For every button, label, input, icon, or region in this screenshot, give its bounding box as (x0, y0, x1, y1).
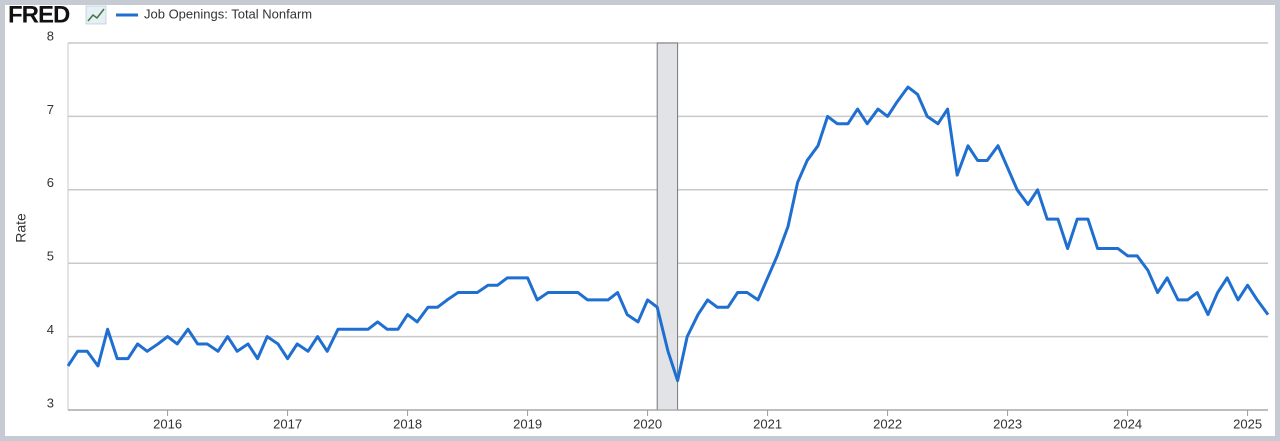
y-tick-label: 3 (47, 395, 54, 410)
x-tick-label: 2023 (993, 416, 1022, 431)
x-tick-label: 2019 (513, 416, 542, 431)
data-line (66, 85, 1270, 383)
logo: FRED (8, 1, 70, 28)
y-tick-label: 4 (47, 322, 54, 337)
y-tick-label: 7 (47, 102, 54, 117)
x-tick-label: 2017 (273, 416, 302, 431)
x-tick-label: 2022 (873, 416, 902, 431)
y-tick-label: 8 (47, 28, 54, 43)
x-tick-label: 2016 (153, 416, 182, 431)
y-axis-label: Rate (13, 213, 29, 243)
y-tick-label: 6 (47, 175, 54, 190)
recession-shade (656, 42, 679, 411)
x-tick-label: 2025 (1233, 416, 1262, 431)
y-tick-label: 5 (47, 249, 54, 264)
legend-label: Job Openings: Total Nonfarm (144, 6, 312, 21)
x-tick-label: 2018 (393, 416, 422, 431)
logo-icon (85, 5, 107, 25)
x-tick-label: 2024 (1113, 416, 1142, 431)
x-tick-label: 2020 (633, 416, 662, 431)
x-tick-label: 2021 (753, 416, 782, 431)
